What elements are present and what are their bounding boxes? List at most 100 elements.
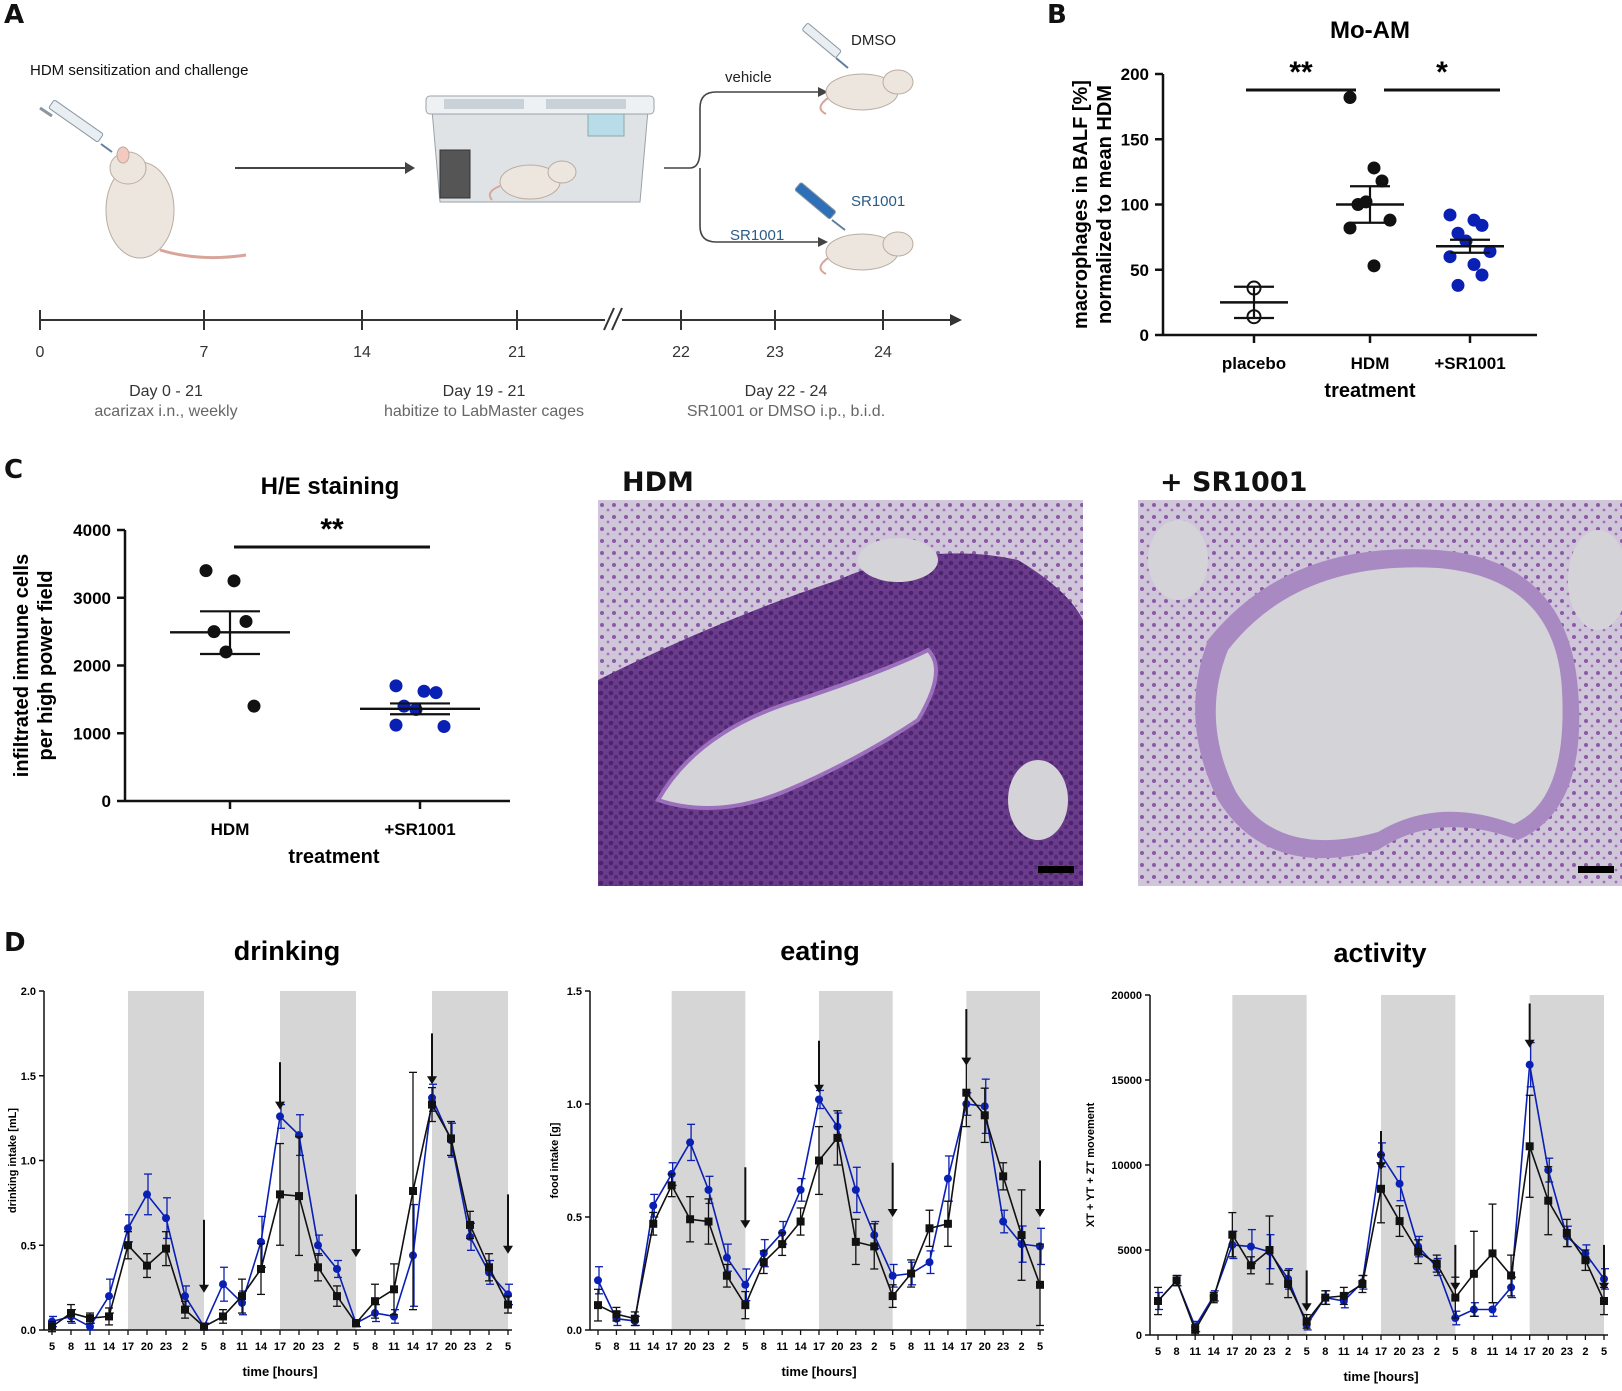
data-point [389, 679, 403, 693]
time-arrow-head [1450, 1282, 1461, 1291]
x-tick-label: HDM [211, 820, 250, 839]
x-tick-label: 2 [182, 1341, 188, 1353]
y-tick-label: 0.5 [21, 1240, 36, 1252]
data-point [796, 1185, 805, 1194]
y-tick-label: 15000 [1111, 1075, 1142, 1087]
mouse-icon [819, 231, 914, 275]
data-point [105, 1292, 113, 1301]
dark-phase-shading [128, 991, 204, 1330]
data-point [143, 1190, 151, 1199]
data-point [1036, 1280, 1044, 1289]
data-point [722, 1253, 731, 1262]
data-point [1544, 1196, 1553, 1205]
data-point [276, 1112, 284, 1121]
data-point [925, 1258, 934, 1267]
data-point [1321, 1293, 1330, 1302]
x-tick-label: 2 [1019, 1341, 1025, 1353]
data-point [257, 1264, 265, 1273]
data-point [86, 1322, 94, 1331]
dark-phase-shading [966, 991, 1040, 1330]
x-tick-label: HDM [1351, 354, 1390, 373]
day-tick: 22 [672, 344, 690, 361]
y-tick-label: 1.0 [567, 1099, 582, 1111]
data-point [466, 1220, 474, 1229]
y-axis-label: food intake [g] [549, 1122, 561, 1198]
data-point [219, 1312, 227, 1321]
x-tick-label: 8 [372, 1341, 378, 1353]
data-point [1395, 1179, 1404, 1188]
x-tick-label: 5 [595, 1341, 601, 1353]
time-arrow-head [961, 1057, 972, 1066]
x-tick-label: 8 [1174, 1346, 1180, 1358]
x-tick-label: 11 [388, 1341, 400, 1353]
data-point [649, 1201, 658, 1210]
y-axis-label: per high power field [35, 570, 57, 760]
data-point [741, 1301, 750, 1310]
x-tick-label: 8 [1322, 1346, 1328, 1358]
y-tick-label: 150 [1121, 130, 1149, 149]
y-tick-label: 10000 [1111, 1160, 1142, 1172]
data-point [1246, 1261, 1255, 1270]
data-point [907, 1269, 916, 1278]
x-tick-label: 5 [353, 1341, 359, 1353]
x-tick-label: 17 [1524, 1346, 1536, 1358]
x-tick-label: 23 [464, 1341, 476, 1353]
panel-label-a: A [4, 0, 25, 30]
x-axis-label: time [hours] [242, 1364, 317, 1379]
phase-heading: Day 22 - 24 [745, 383, 828, 400]
data-point [1302, 1317, 1311, 1326]
x-tick-label: 14 [1505, 1346, 1518, 1358]
time-arrow-head [1035, 1209, 1045, 1217]
panel-label-b: B [1047, 0, 1067, 30]
y-tick-label: 200 [1121, 65, 1149, 84]
x-tick-label: 2 [1434, 1346, 1440, 1358]
x-tick-label: 11 [629, 1341, 641, 1353]
data-point [1343, 221, 1357, 235]
data-point [686, 1138, 695, 1147]
x-tick-label: 17 [960, 1341, 972, 1353]
x-tick-label: 11 [1189, 1346, 1201, 1358]
y-tick-label: 0 [1140, 326, 1149, 345]
data-point [1191, 1325, 1200, 1334]
data-point [594, 1301, 602, 1310]
x-tick-label: 8 [908, 1341, 914, 1353]
data-point [219, 1280, 227, 1289]
protocol-title: HDM sensitization and challenge [30, 62, 249, 79]
y-axis-label: infiltrated immune cells [11, 554, 33, 777]
y-tick-label: 1000 [73, 724, 111, 743]
significance-label: * [1436, 56, 1448, 89]
data-point [295, 1192, 303, 1201]
data-point [943, 1174, 952, 1183]
data-point [1343, 90, 1357, 104]
x-axis-label: treatment [1324, 380, 1415, 402]
mouse-icon [819, 69, 914, 115]
x-tick-label: 14 [103, 1341, 116, 1353]
y-tick-label: 1.5 [567, 986, 582, 998]
y-tick-label: 2.0 [21, 986, 36, 998]
data-point [105, 1312, 113, 1321]
data-point [1475, 218, 1489, 232]
chart-activity: activity 0 5000 10000 15000 20000 XT + YT + ZT… [1085, 938, 1609, 1384]
syringe-icon [39, 99, 113, 153]
x-tick-label: placebo [1222, 354, 1286, 373]
y-axis-label: macrophages in BALF [%] [1070, 80, 1092, 329]
x-tick-label: 17 [122, 1341, 134, 1353]
syringe-icon [802, 23, 849, 69]
data-point [1339, 1291, 1348, 1300]
x-tick-label: 8 [1471, 1346, 1477, 1358]
x-tick-label: 5 [1452, 1346, 1458, 1358]
data-point [759, 1258, 768, 1267]
x-tick-label: 14 [942, 1341, 955, 1353]
data-point [389, 718, 403, 732]
cage-icon [425, 95, 655, 203]
data-point [612, 1310, 621, 1319]
data-point [447, 1134, 455, 1143]
data-point [704, 1217, 713, 1226]
y-axis-label: normalized to mean HDM [1094, 85, 1116, 324]
data-point [833, 1133, 842, 1142]
x-tick-label: 17 [274, 1341, 286, 1353]
x-tick-label: 8 [220, 1341, 226, 1353]
x-tick-label: 17 [813, 1341, 825, 1353]
x-tick-label: 5 [49, 1341, 55, 1353]
